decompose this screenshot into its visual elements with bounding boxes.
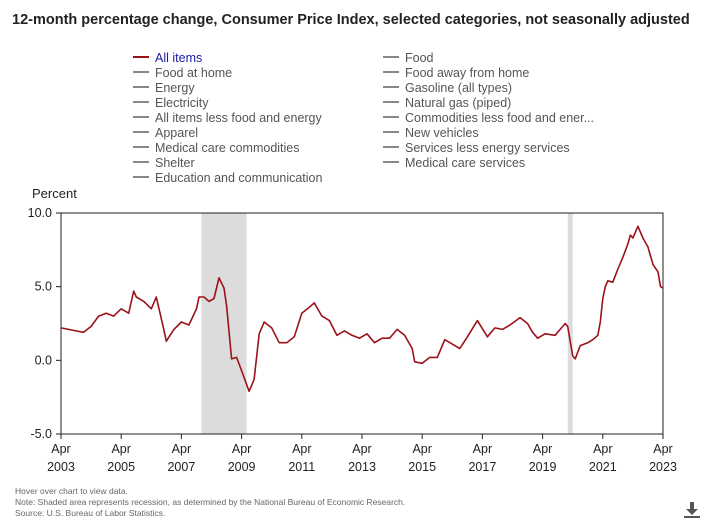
legend-label: Education and communication — [155, 171, 323, 185]
x-tick-month-label: Apr — [533, 442, 552, 456]
legend-item[interactable]: Gasoline (all types) — [383, 81, 512, 96]
hover-hint: Hover over chart to view data. — [15, 486, 128, 496]
y-tick-label: 5.0 — [35, 280, 52, 294]
legend: All items Food at home Energy Electricity Al… — [0, 51, 709, 191]
x-tick-year-label: 2017 — [468, 460, 496, 474]
legend-item[interactable]: All items less food and energy — [133, 111, 322, 126]
chart-notes: Hover over chart to view data. Note: Sha… — [15, 486, 405, 519]
legend-swatch — [133, 175, 149, 178]
legend-label: Gasoline (all types) — [405, 81, 512, 95]
legend-swatch — [383, 145, 399, 148]
legend-label: Food — [405, 51, 434, 65]
x-tick-year-label: 2013 — [348, 460, 376, 474]
legend-label: Shelter — [155, 156, 195, 170]
legend-swatch — [133, 145, 149, 148]
legend-item[interactable]: New vehicles — [383, 126, 479, 141]
recession-note: Note: Shaded area represents recession, … — [15, 497, 406, 507]
legend-label: Commodities less food and ener... — [405, 111, 594, 125]
series-line-all-items[interactable] — [60, 225, 664, 393]
legend-label: Apparel — [155, 126, 199, 140]
y-axis-title: Percent — [32, 186, 77, 201]
legend-swatch — [383, 130, 399, 133]
legend-label: Food at home — [155, 66, 233, 80]
x-tick-year-label: 2009 — [228, 460, 256, 474]
recession-band — [201, 213, 247, 434]
legend-item[interactable]: Commodities less food and ener... — [383, 111, 594, 126]
x-tick-year-label: 2021 — [589, 460, 617, 474]
legend-item[interactable]: Apparel — [133, 126, 198, 141]
y-tick-label: 0.0 — [35, 353, 52, 367]
x-tick-month-label: Apr — [352, 442, 371, 456]
legend-label: Energy — [155, 81, 195, 95]
legend-swatch — [133, 85, 149, 88]
legend-label: Services less energy services — [405, 141, 570, 155]
legend-item[interactable]: Food at home — [133, 66, 232, 81]
x-tick-month-label: Apr — [292, 442, 311, 456]
x-tick-year-label: 2019 — [529, 460, 557, 474]
legend-swatch — [133, 115, 149, 118]
source-note: Source: U.S. Bureau of Labor Statistics. — [15, 508, 166, 518]
x-tick-month-label: Apr — [653, 442, 672, 456]
x-tick-year-label: 2023 — [649, 460, 677, 474]
legend-swatch — [133, 55, 149, 58]
legend-label: Natural gas (piped) — [405, 96, 512, 110]
x-tick-year-label: 2011 — [288, 460, 315, 474]
x-tick-year-label: 2005 — [107, 460, 135, 474]
legend-item[interactable]: Education and communication — [133, 171, 322, 186]
legend-item[interactable]: Natural gas (piped) — [383, 96, 511, 111]
legend-swatch — [133, 100, 149, 103]
x-tick-month-label: Apr — [51, 442, 70, 456]
legend-item[interactable]: Services less energy services — [383, 141, 570, 156]
x-tick-year-label: 2007 — [167, 460, 195, 474]
legend-swatch — [383, 160, 399, 163]
legend-item[interactable]: Food away from home — [383, 66, 529, 81]
legend-swatch — [133, 70, 149, 73]
legend-label: All items less food and energy — [155, 111, 322, 125]
legend-item[interactable]: Electricity — [133, 96, 208, 111]
x-tick-year-label: 2015 — [408, 460, 436, 474]
legend-swatch — [383, 70, 399, 73]
legend-label: Electricity — [155, 96, 209, 110]
legend-swatch — [133, 130, 149, 133]
recession-band — [567, 213, 573, 434]
legend-item[interactable]: All items — [133, 51, 202, 66]
legend-label: Medical care commodities — [155, 141, 300, 155]
x-tick-month-label: Apr — [232, 442, 251, 456]
x-tick-month-label: Apr — [172, 442, 191, 456]
legend-item[interactable]: Food — [383, 51, 434, 66]
legend-item[interactable]: Energy — [133, 81, 195, 96]
legend-label: All items — [155, 51, 203, 65]
legend-label: New vehicles — [405, 126, 479, 140]
legend-label: Medical care services — [405, 156, 526, 170]
legend-item[interactable]: Medical care services — [383, 156, 525, 171]
legend-item[interactable]: Medical care commodities — [133, 141, 300, 156]
legend-swatch — [383, 85, 399, 88]
legend-swatch — [383, 55, 399, 58]
x-tick-month-label: Apr — [473, 442, 492, 456]
download-icon[interactable] — [682, 500, 702, 520]
x-tick-month-label: Apr — [593, 442, 612, 456]
legend-label: Food away from home — [405, 66, 530, 80]
legend-swatch — [383, 100, 399, 103]
x-tick-year-label: 2003 — [47, 460, 75, 474]
chart-title: 12-month percentage change, Consumer Pri… — [12, 12, 690, 28]
x-tick-month-label: Apr — [412, 442, 431, 456]
legend-swatch — [133, 160, 149, 163]
y-tick-label: 10.0 — [28, 206, 52, 220]
legend-item[interactable]: Shelter — [133, 156, 195, 171]
x-tick-month-label: Apr — [111, 442, 130, 456]
legend-swatch — [383, 115, 399, 118]
y-tick-label: -5.0 — [30, 427, 52, 441]
